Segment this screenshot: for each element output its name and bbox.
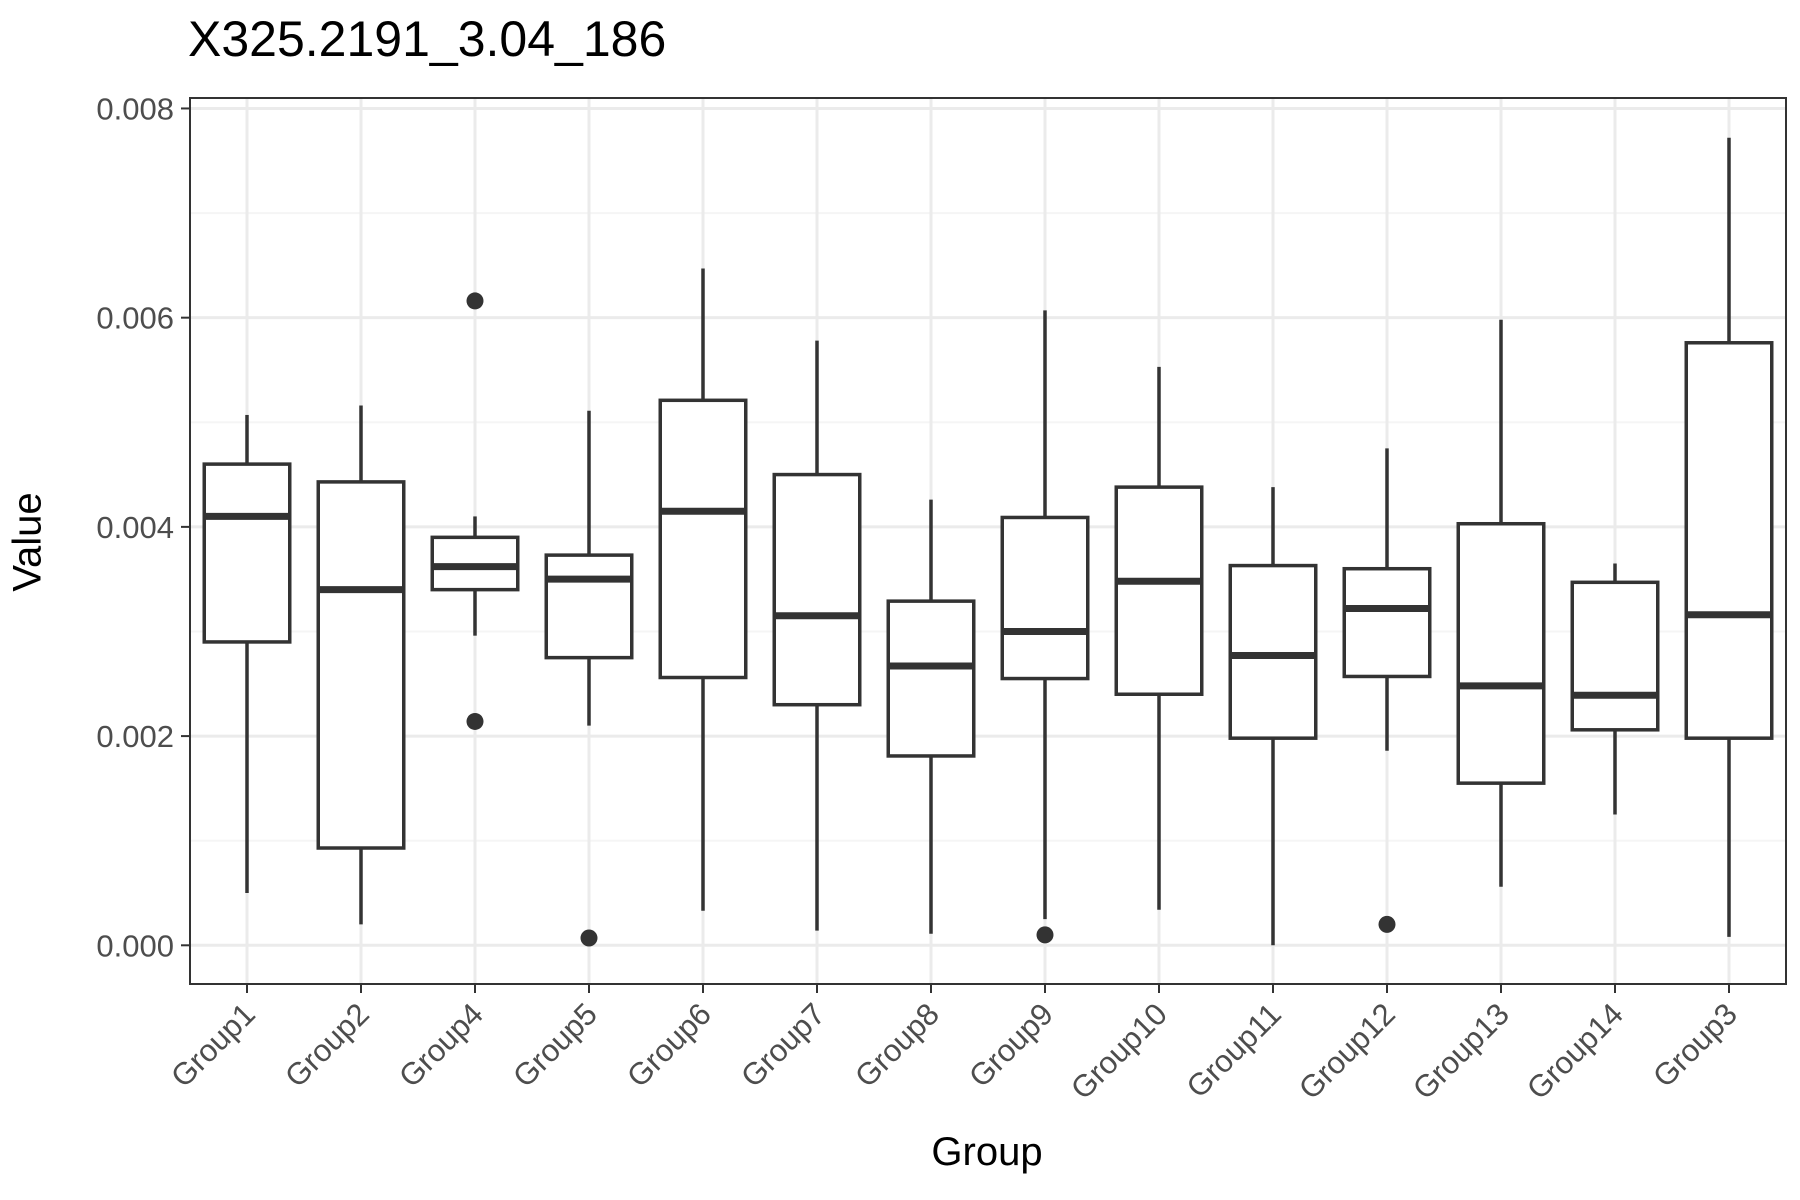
box-group9 [1000, 515, 1090, 681]
chart-title: X325.2191_3.04_186 [188, 11, 667, 67]
x-tick-label: Group8 [848, 996, 946, 1094]
x-tick-label: Group10 [1064, 996, 1174, 1106]
y-tick-label: 0.006 [96, 301, 174, 336]
box-group3 [1684, 341, 1774, 740]
outlier-point [466, 712, 484, 730]
box-group6 [658, 398, 748, 680]
x-tick-label: Group3 [1646, 996, 1744, 1094]
x-tick-label: Group14 [1520, 996, 1630, 1106]
box-group13 [1456, 521, 1546, 785]
x-tick-label: Group2 [278, 996, 376, 1094]
outlier-point [580, 929, 598, 947]
box-group5 [544, 553, 634, 660]
panel-border [189, 97, 1787, 985]
x-tick-label: Group1 [164, 996, 262, 1094]
x-tick-label: Group4 [392, 996, 490, 1094]
outlier-point [466, 292, 484, 310]
box-group1 [202, 462, 292, 644]
box-group2 [316, 480, 406, 850]
x-tick-label: Group6 [620, 996, 718, 1094]
outlier-point [1378, 915, 1396, 933]
box-group7 [772, 472, 862, 707]
box-group8 [886, 599, 976, 758]
x-tick-label: Group13 [1406, 996, 1516, 1106]
y-tick-label: 0.008 [96, 91, 174, 126]
x-tick-label: Group12 [1292, 996, 1402, 1106]
y-tick-label: 0.002 [96, 719, 174, 754]
x-tick-label: Group7 [734, 996, 832, 1094]
y-axis-title: Value [5, 492, 50, 592]
x-tick-label: Group9 [962, 996, 1060, 1094]
x-tick-label: Group11 [1180, 996, 1288, 1104]
box-group11 [1228, 563, 1318, 740]
outlier-point [1036, 926, 1054, 944]
box-group14 [1570, 580, 1660, 732]
x-axis-title: Group [931, 1130, 1043, 1174]
box-group12 [1342, 566, 1432, 679]
box-group10 [1114, 485, 1204, 696]
y-tick-label: 0.000 [96, 928, 174, 963]
y-tick-label: 0.004 [96, 510, 174, 545]
x-tick-label: Group5 [506, 996, 604, 1094]
